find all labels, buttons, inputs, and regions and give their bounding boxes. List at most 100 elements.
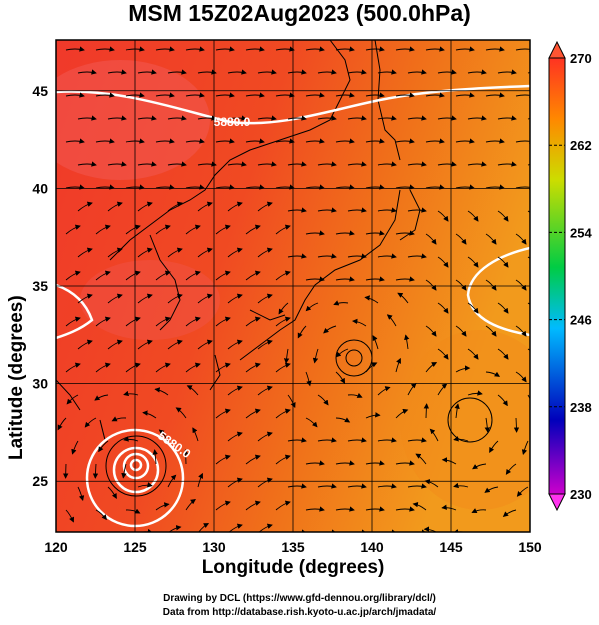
streamline bbox=[335, 46, 355, 52]
streamline bbox=[66, 394, 79, 405]
streamline bbox=[245, 184, 265, 190]
streamline bbox=[65, 316, 81, 327]
streamline bbox=[155, 138, 175, 144]
x-tick-label: 125 bbox=[123, 539, 147, 555]
streamline bbox=[365, 230, 385, 236]
streamline bbox=[317, 394, 329, 406]
streamline bbox=[275, 316, 291, 327]
streamline bbox=[197, 161, 217, 167]
streamline bbox=[92, 463, 99, 479]
streamline bbox=[186, 385, 199, 396]
streamline bbox=[111, 416, 127, 422]
streamline bbox=[245, 224, 261, 235]
streamline bbox=[404, 334, 410, 350]
streamline bbox=[305, 230, 325, 236]
streamline bbox=[215, 184, 235, 190]
streamline bbox=[515, 184, 530, 190]
streamline bbox=[395, 506, 415, 512]
streamline bbox=[437, 161, 457, 167]
x-tick-label: 135 bbox=[281, 539, 305, 555]
x-tick-label: 130 bbox=[202, 539, 226, 555]
streamline bbox=[71, 440, 79, 455]
streamline bbox=[305, 92, 325, 98]
streamline bbox=[77, 247, 93, 258]
streamline bbox=[227, 115, 247, 121]
streamline bbox=[377, 437, 397, 443]
streamline bbox=[397, 292, 409, 304]
streamline bbox=[125, 316, 141, 327]
streamline bbox=[108, 533, 121, 538]
streamline bbox=[472, 463, 487, 470]
streamline bbox=[365, 506, 385, 512]
streamline bbox=[395, 460, 415, 466]
streamline bbox=[527, 348, 530, 351]
streamline bbox=[515, 92, 530, 98]
streamline bbox=[527, 302, 530, 305]
streamline bbox=[167, 339, 183, 350]
streamline bbox=[377, 207, 397, 213]
streamline bbox=[423, 403, 430, 419]
streamline bbox=[197, 472, 203, 488]
streamline bbox=[497, 210, 509, 222]
streamline bbox=[107, 486, 117, 499]
streamline bbox=[347, 253, 367, 259]
colorbar-tick-label: 254 bbox=[570, 225, 592, 240]
streamline bbox=[77, 69, 97, 75]
streamline bbox=[455, 92, 475, 98]
streamline bbox=[215, 454, 231, 465]
streamline bbox=[215, 224, 231, 235]
streamline bbox=[137, 161, 157, 167]
streamline bbox=[305, 460, 325, 466]
streamline bbox=[485, 92, 505, 98]
streamline bbox=[275, 362, 291, 373]
streamline bbox=[425, 46, 445, 52]
streamline bbox=[377, 69, 397, 75]
streamline bbox=[305, 46, 325, 52]
streamline bbox=[121, 463, 127, 479]
streamline bbox=[185, 316, 201, 327]
streamline bbox=[95, 46, 115, 52]
streamline bbox=[317, 69, 337, 75]
streamline bbox=[377, 253, 397, 259]
streamline bbox=[485, 371, 501, 377]
streamline bbox=[95, 138, 115, 144]
streamline bbox=[167, 161, 187, 167]
streamline bbox=[365, 184, 385, 190]
streamline bbox=[395, 230, 415, 236]
streamline bbox=[425, 233, 437, 245]
streamline bbox=[257, 69, 277, 75]
streamline bbox=[365, 92, 385, 98]
colorbar bbox=[548, 57, 566, 495]
streamline bbox=[347, 115, 367, 121]
y-tick-label: 25 bbox=[32, 473, 48, 489]
streamline bbox=[347, 207, 367, 213]
streamline bbox=[425, 362, 438, 373]
streamline bbox=[275, 454, 291, 465]
streamline bbox=[227, 339, 243, 350]
streamline bbox=[245, 316, 261, 327]
streamline bbox=[258, 523, 273, 532]
streamline bbox=[467, 256, 479, 268]
streamline bbox=[94, 394, 109, 401]
streamline bbox=[123, 390, 139, 397]
streamline bbox=[107, 161, 127, 167]
streamline bbox=[441, 504, 457, 511]
streamline bbox=[215, 316, 231, 327]
colorbar-ticks: 230 238 246 254 262 270 bbox=[549, 51, 592, 502]
streamline bbox=[245, 46, 265, 52]
streamline bbox=[197, 201, 213, 212]
streamline bbox=[185, 270, 201, 281]
streamline bbox=[407, 437, 427, 443]
streamline bbox=[175, 407, 187, 419]
credit-data: Data from http://database.rish.kyoto-u.a… bbox=[162, 607, 437, 618]
streamline bbox=[471, 508, 487, 513]
streamline bbox=[245, 92, 265, 98]
streamline bbox=[77, 201, 93, 212]
streamline bbox=[275, 184, 295, 190]
streamline bbox=[257, 431, 273, 442]
streamline bbox=[227, 477, 243, 488]
streamline bbox=[185, 184, 205, 190]
streamline bbox=[437, 115, 457, 121]
streamline bbox=[275, 46, 295, 52]
streamline bbox=[455, 365, 471, 373]
